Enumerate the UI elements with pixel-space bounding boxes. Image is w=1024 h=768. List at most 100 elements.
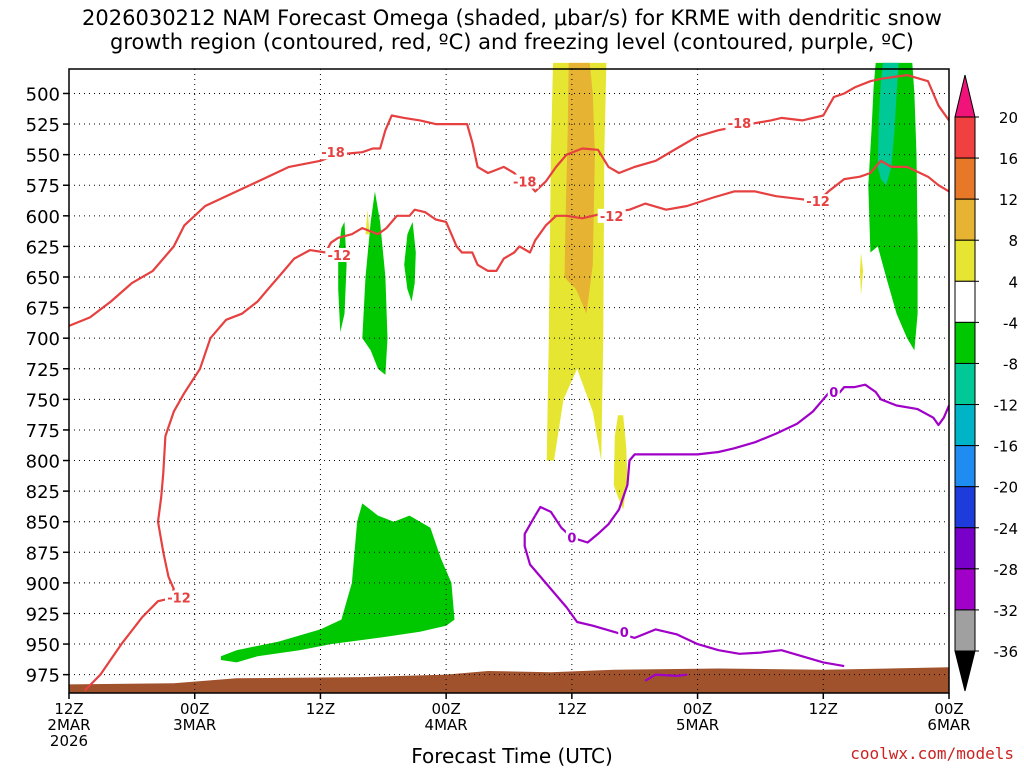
colorbar-box <box>954 116 976 159</box>
y-tick-label: 750 <box>26 390 60 411</box>
y-tick-label: 675 <box>26 299 60 320</box>
y-tick-label: 975 <box>26 666 60 687</box>
colorbar-label: 4 <box>1008 273 1018 291</box>
colorbar-label: 20 <box>999 109 1018 127</box>
x-tick-label: 00Z <box>683 700 712 718</box>
x-tick-label: 2MAR <box>47 716 90 734</box>
colorbar-box <box>954 568 976 611</box>
omega-region <box>877 62 899 186</box>
contour-line <box>83 159 950 692</box>
colorbar-top-triangle <box>954 74 976 118</box>
colorbar-box <box>954 280 976 323</box>
terrain-fill <box>69 667 949 693</box>
contour-label-bg <box>510 174 539 189</box>
y-tick-label: 700 <box>26 329 60 350</box>
omega-region <box>362 191 388 375</box>
y-tick-label: 850 <box>26 513 60 534</box>
contour-label: -12 <box>328 249 352 264</box>
contour-label-bg <box>827 385 840 400</box>
colorbar-label: -24 <box>994 520 1019 538</box>
x-tick-label: 12Z <box>557 700 586 718</box>
chart-title-line-1: 2026030212 NAM Forecast Omega (shaded, μ… <box>82 6 942 30</box>
y-tick-label: 825 <box>26 482 60 503</box>
x-tick-label: 00Z <box>431 700 460 718</box>
colorbar-label: 12 <box>999 191 1018 209</box>
colorbar-label: -32 <box>994 602 1019 620</box>
contour-label-bg <box>319 145 347 160</box>
y-tick-label: 600 <box>26 207 60 228</box>
site-credit: coolwx.com/models <box>850 744 1014 763</box>
colorbar-label: -4 <box>1003 314 1018 332</box>
contour-label: -18 <box>513 176 537 191</box>
y-tick-label: 500 <box>26 84 60 105</box>
x-tick-label: 2026 <box>50 732 88 750</box>
y-tick-label: 900 <box>26 574 60 595</box>
colorbar-bottom-triangle <box>954 650 976 692</box>
contour-label: 0 <box>567 532 576 547</box>
colorbar-label: -8 <box>1003 355 1018 373</box>
omega-region <box>860 252 864 296</box>
omega-region <box>613 415 628 510</box>
contour-label-bg <box>618 624 631 639</box>
colorbar-box <box>954 404 976 447</box>
y-tick-label: 875 <box>26 543 60 564</box>
contour-label: -12 <box>167 592 191 607</box>
colorbar-label: 8 <box>1008 232 1018 250</box>
x-tick-label: 12Z <box>54 700 83 718</box>
colorbar-box <box>954 198 976 241</box>
x-tick-label: 00Z <box>934 700 963 718</box>
colorbar-box <box>954 239 976 282</box>
colorbar-label: -16 <box>994 438 1019 456</box>
y-tick-label: 650 <box>26 268 60 289</box>
colorbar-box <box>954 157 976 200</box>
x-axis-label: Forecast Time (UTC) <box>411 744 613 768</box>
contour-line <box>523 515 845 668</box>
colorbar-label: -12 <box>994 397 1019 415</box>
y-tick-label: 925 <box>26 604 60 625</box>
x-tick-label: 3MAR <box>173 716 216 734</box>
colorbar-box <box>954 486 976 529</box>
colorbar-label: -36 <box>994 643 1019 661</box>
x-tick-label: 00Z <box>180 700 209 718</box>
colorbar-box <box>954 362 976 406</box>
contour-label: -12 <box>806 195 830 210</box>
y-tick-label: 800 <box>26 452 60 473</box>
omega-region <box>564 62 595 314</box>
chart-title: 2026030212 NAM Forecast Omega (shaded, μ… <box>0 6 1024 54</box>
contour-label-bg <box>597 208 626 223</box>
y-tick-label: 725 <box>26 360 60 381</box>
chart-title-line-2: growth region (contoured, red, ºC) and f… <box>110 30 914 54</box>
colorbar-box <box>954 321 976 364</box>
colorbar-label: -20 <box>994 479 1019 497</box>
contour-label: 0 <box>829 386 838 401</box>
colorbar-box <box>954 445 976 488</box>
plot-frame <box>68 68 950 694</box>
contour-line <box>534 383 951 544</box>
colorbar-label: 16 <box>999 150 1018 168</box>
x-tick-label: 4MAR <box>425 716 468 734</box>
omega-region <box>365 209 370 235</box>
colorbar-label: -28 <box>994 561 1019 579</box>
contour-label-bg <box>325 247 354 262</box>
contour-label-bg <box>725 115 754 130</box>
y-tick-label: 950 <box>26 635 60 656</box>
contour-label: 0 <box>620 626 629 641</box>
y-tick-label: 525 <box>26 115 60 136</box>
y-tick-label: 550 <box>26 146 60 167</box>
contour-label-bg <box>165 590 193 605</box>
contour-label: -18 <box>728 117 752 132</box>
y-tick-label: 575 <box>26 176 60 197</box>
contour-label-bg <box>565 530 578 545</box>
contour-label-bg <box>804 194 833 209</box>
omega-region <box>404 221 416 302</box>
omega-region <box>220 503 455 663</box>
y-tick-label: 625 <box>26 237 60 258</box>
x-tick-label: 12Z <box>306 700 335 718</box>
x-tick-label: 6MAR <box>927 716 970 734</box>
x-tick-label: 12Z <box>809 700 838 718</box>
contour-line <box>644 673 688 682</box>
x-tick-label: 5MAR <box>676 716 719 734</box>
contour-label: -18 <box>321 146 345 161</box>
colorbar-box <box>954 609 976 652</box>
